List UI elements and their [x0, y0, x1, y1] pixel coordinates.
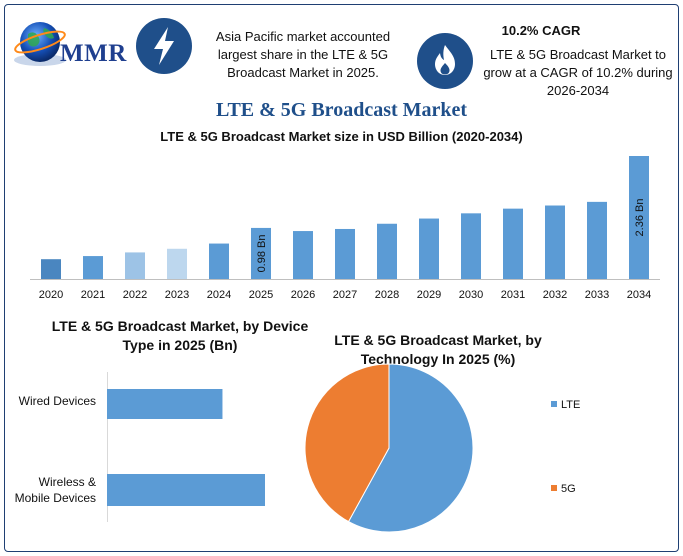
logo-text: MMR	[60, 40, 127, 67]
x-tick-label-2026: 2026	[291, 289, 315, 301]
cagr-title: 10.2% CAGR	[501, 23, 581, 38]
x-tick-label-2032: 2032	[543, 289, 567, 301]
pie-slice-lte	[347, 363, 474, 533]
x-tick-label-2027: 2027	[333, 289, 357, 301]
x-tick-label-2025: 2025	[249, 289, 273, 301]
x-tick-label-2028: 2028	[375, 289, 399, 301]
device-chart-title: LTE & 5G Broadcast Market, by Device Typ…	[51, 318, 309, 353]
bar-2030	[461, 213, 481, 279]
bar-2025	[251, 227, 271, 279]
x-tick-label-2034: 2034	[627, 289, 651, 301]
bar-2022	[125, 252, 145, 279]
x-tick-label-2033: 2033	[585, 289, 609, 301]
bar-2031	[503, 208, 523, 279]
data-label-2025: 0.98 Bn	[256, 235, 268, 273]
pie-slice-5g	[304, 363, 390, 523]
x-tick-label-2023: 2023	[165, 289, 189, 301]
device-label-wired-devices: Wired Devices	[19, 394, 96, 408]
bar-2029	[419, 218, 439, 279]
insight-asia-pacific-text: Asia Pacific market accounted largest sh…	[215, 29, 391, 80]
data-label-2034: 2.36 Bn	[634, 199, 646, 237]
device-label-wireless-mobile-devices: Wireless & Mobile Devices	[15, 475, 96, 505]
bar-2032	[545, 205, 565, 279]
bar-2023	[167, 248, 187, 279]
flame-icon	[417, 33, 473, 89]
infographic-frame	[4, 4, 679, 552]
lightning-bolt-icon	[136, 18, 192, 74]
bar-chart-title: LTE & 5G Broadcast Market size in USD Bi…	[160, 129, 523, 144]
x-tick-label-2031: 2031	[501, 289, 525, 301]
device-bar-wireless-mobile-devices	[107, 474, 265, 506]
legend-swatch-lte	[551, 401, 557, 407]
bar-2034	[629, 156, 649, 279]
x-tick-label-2020: 2020	[39, 289, 63, 301]
device-bar-wired-devices	[107, 389, 223, 419]
bar-2028	[377, 223, 397, 279]
x-tick-label-2029: 2029	[417, 289, 441, 301]
x-tick-label-2030: 2030	[459, 289, 483, 301]
pie-chart-title: LTE & 5G Broadcast Market, by Technology…	[334, 332, 542, 367]
legend-label-5g: 5G	[561, 483, 576, 495]
main-title: LTE & 5G Broadcast Market	[215, 99, 468, 121]
bar-2021	[83, 256, 103, 279]
mmr-logo	[10, 12, 130, 76]
x-tick-label-2021: 2021	[81, 289, 105, 301]
bar-2024	[209, 243, 229, 279]
insight-cagr-text: LTE & 5G Broadcast Market to grow at a C…	[483, 47, 673, 98]
bar-2033	[587, 201, 607, 279]
globe-icon	[14, 22, 66, 66]
bar-2020	[41, 259, 61, 279]
bar-2026	[293, 231, 313, 279]
x-tick-label-2024: 2024	[207, 289, 231, 301]
bar-2027	[335, 228, 355, 279]
legend-swatch-5g	[551, 485, 557, 491]
legend-label-lte: LTE	[561, 399, 580, 411]
x-tick-label-2022: 2022	[123, 289, 147, 301]
